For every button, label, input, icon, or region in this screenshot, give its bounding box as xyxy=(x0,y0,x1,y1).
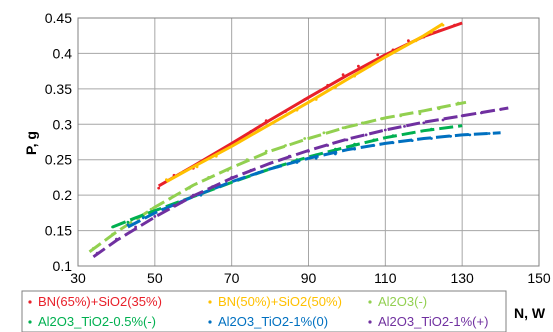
y-axis-title: P, g xyxy=(23,131,39,155)
data-point xyxy=(341,126,345,130)
data-point xyxy=(422,121,426,125)
data-point xyxy=(357,64,360,68)
y-tick-labels: 0.1 0.15 0.2 0.25 0.3 0.35 0.4 0.45 xyxy=(45,10,72,274)
legend-marker xyxy=(28,320,32,324)
data-point xyxy=(303,137,307,140)
y-tick-label: 0.35 xyxy=(45,81,72,97)
legend-label: Al2O3(-) xyxy=(378,294,427,309)
x-tick-label: 150 xyxy=(527,270,551,286)
trend-line xyxy=(112,124,463,229)
x-axis-title: N, W xyxy=(514,305,546,321)
data-point xyxy=(403,125,406,128)
series-6 xyxy=(92,106,509,259)
x-tick-label: 130 xyxy=(450,270,474,286)
data-point xyxy=(341,73,345,77)
data-point xyxy=(468,133,472,137)
series-layer xyxy=(88,21,509,259)
legend-marker xyxy=(368,320,372,324)
x-tick-labels: 30 50 70 90 110 130 150 xyxy=(70,270,551,286)
data-point xyxy=(407,39,410,43)
data-point xyxy=(322,131,326,135)
plot-frame xyxy=(77,17,540,267)
data-point xyxy=(153,215,157,218)
legend-item: Al2O3_TiO2-1%(0) xyxy=(208,314,328,329)
data-point xyxy=(157,186,161,190)
x-tick-label: 90 xyxy=(301,270,317,286)
legend-item: Al2O3_TiO2-1%(+) xyxy=(368,314,488,329)
data-point xyxy=(149,207,153,211)
trend-line xyxy=(165,22,444,184)
legend-label: BN(50%)+SiO2(50%) xyxy=(218,294,342,309)
data-point xyxy=(141,216,145,220)
y-tick-label: 0.4 xyxy=(53,45,73,61)
data-point xyxy=(345,138,349,142)
y-tick-label: 0.25 xyxy=(45,152,72,168)
x-tick-label: 110 xyxy=(374,270,397,286)
legend-box xyxy=(21,290,507,332)
x-tick-label: 30 xyxy=(70,270,86,286)
data-point xyxy=(126,220,130,224)
legend: BN(65%)+SiO2(35%) BN(50%)+SiO2(50%) Al2O3(… xyxy=(28,294,488,329)
legend-marker xyxy=(28,300,32,304)
legend-item: BN(65%)+SiO2(35%) xyxy=(28,294,162,309)
data-point xyxy=(383,128,387,132)
y-tick-label: 0.1 xyxy=(53,258,73,274)
legend-marker xyxy=(208,320,212,324)
legend-marker xyxy=(208,300,212,304)
x-tick-label: 50 xyxy=(147,270,163,286)
legend-label: BN(65%)+SiO2(35%) xyxy=(38,294,162,309)
data-point xyxy=(376,53,380,57)
legend-item: Al2O3(-) xyxy=(368,294,427,309)
legend-item: BN(50%)+SiO2(50%) xyxy=(208,294,342,309)
x-tick-label: 70 xyxy=(224,270,240,286)
y-tick-label: 0.45 xyxy=(45,10,72,26)
y-tick-label: 0.2 xyxy=(53,187,73,203)
trend-line xyxy=(92,106,509,259)
legend-item: Al2O3_TiO2-0.5%(-) xyxy=(28,314,156,329)
legend-label: Al2O3_TiO2-0.5%(-) xyxy=(38,314,156,329)
y-tick-label: 0.15 xyxy=(45,223,72,239)
y-tick-label: 0.3 xyxy=(53,116,73,132)
data-point xyxy=(487,132,491,135)
legend-label: Al2O3_TiO2-1%(+) xyxy=(378,314,488,329)
series-2 xyxy=(165,22,445,184)
data-point xyxy=(441,118,445,122)
legend-marker xyxy=(368,300,372,304)
data-point xyxy=(364,133,368,137)
legend-label: Al2O3_TiO2-1%(0) xyxy=(218,314,328,329)
